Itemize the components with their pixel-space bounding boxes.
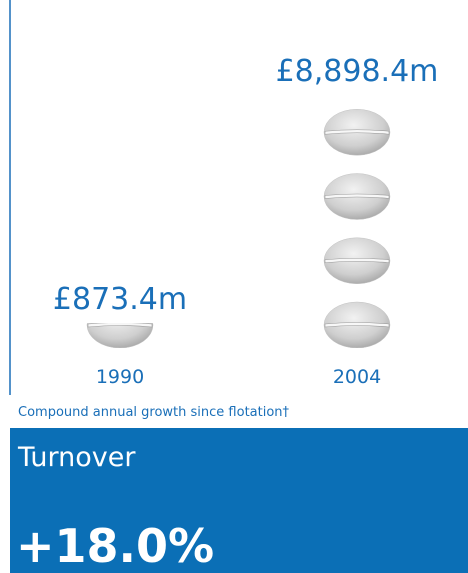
panel: [10, 428, 468, 573]
panel-value: +18.0%: [16, 519, 214, 573]
pill-groove: [324, 322, 390, 328]
panel-title: Turnover: [17, 442, 136, 473]
note: Compound annual growth since flotation†: [18, 405, 290, 420]
pill-stack: [86, 323, 154, 348]
pill-groove: [87, 323, 153, 328]
value-label: £8,898.4m: [276, 54, 439, 89]
pill-groove: [324, 193, 390, 199]
pill-stack: [323, 109, 391, 348]
pill: [86, 323, 154, 348]
pill-groove: [324, 257, 390, 264]
category-label: 1990: [96, 366, 144, 388]
category-label: 2004: [333, 366, 381, 388]
pill-groove: [324, 129, 390, 135]
value-label: £873.4m: [53, 282, 187, 317]
